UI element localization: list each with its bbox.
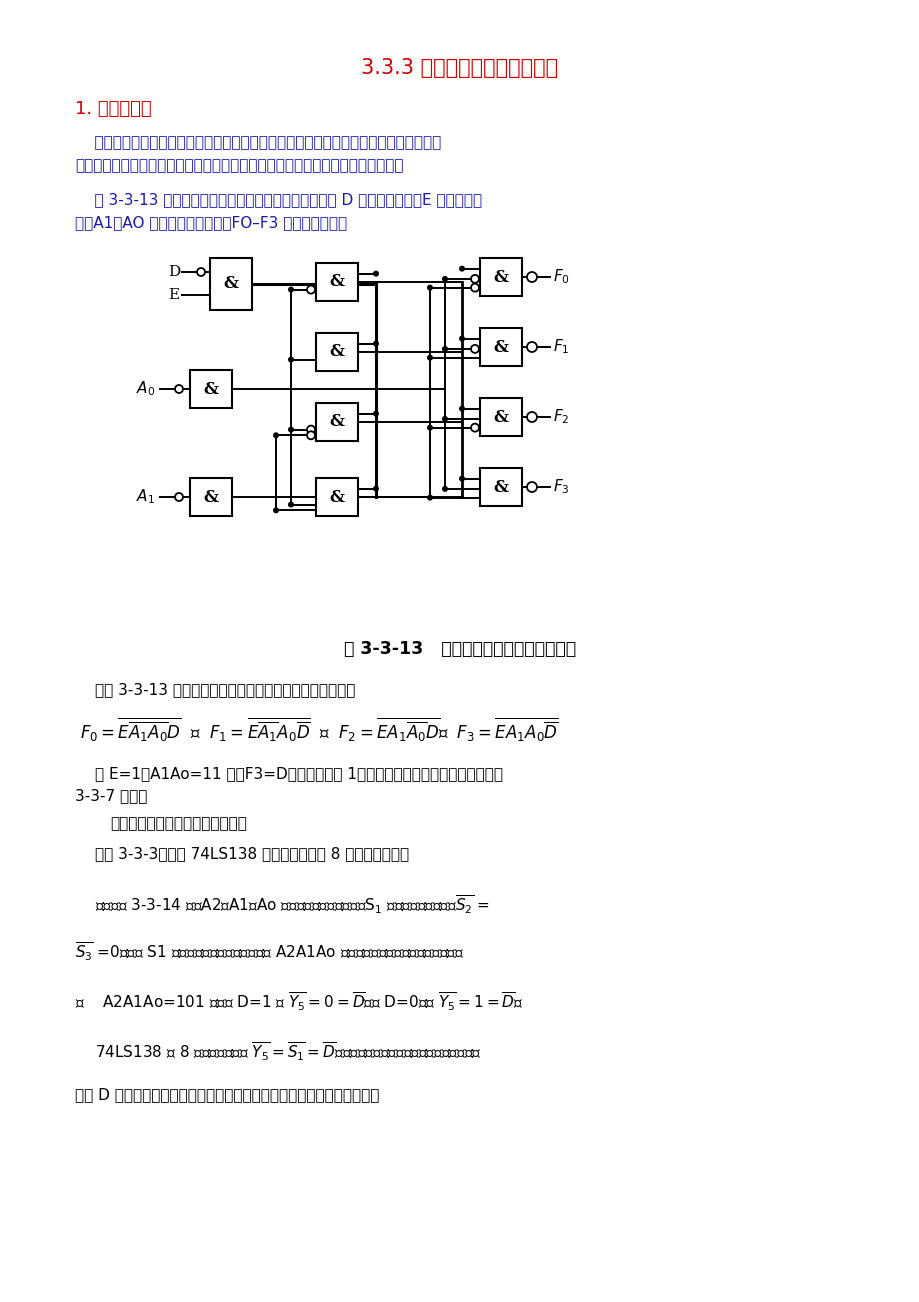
Text: $\overline{S_3}$ =0，则由 S1 端来的数据就传送到由地址码 A2A1Ao 所确定的一个输出通道上去。例如，: $\overline{S_3}$ =0，则由 S1 端来的数据就传送到由地址码 … bbox=[75, 940, 464, 962]
Text: 1. 数据分配器: 1. 数据分配器 bbox=[75, 100, 152, 118]
Text: $F_2$: $F_2$ bbox=[552, 408, 569, 426]
Circle shape bbox=[288, 286, 294, 293]
Text: 数据分配器也可用译码器来实现。: 数据分配器也可用译码器来实现。 bbox=[110, 816, 246, 831]
Circle shape bbox=[426, 285, 433, 290]
Circle shape bbox=[459, 406, 464, 411]
Circle shape bbox=[426, 354, 433, 361]
Text: 74LS138 的 8 个输出端上只有 $\overline{Y_5}=\overline{S_1}=\overline{D}$，其余输出端均为高电平。也就是说: 74LS138 的 8 个输出端上只有 $\overline{Y_5}=\ove… bbox=[95, 1040, 481, 1062]
Circle shape bbox=[527, 482, 537, 492]
Circle shape bbox=[288, 427, 294, 432]
Text: 解：在图 3-3-14 中，A2、A1、Ao 用作通道地址的输入端，S$_1$ 作为数据输入端。若$\overline{S_2}$ =: 解：在图 3-3-14 中，A2、A1、Ao 用作通道地址的输入端，S$_1$ … bbox=[95, 893, 490, 915]
Circle shape bbox=[372, 341, 379, 346]
Bar bbox=[190, 478, 232, 516]
Text: 图 3-3-13   四路数据分配器的逻辑电路图: 图 3-3-13 四路数据分配器的逻辑电路图 bbox=[344, 641, 575, 658]
Circle shape bbox=[527, 411, 537, 422]
Bar bbox=[315, 404, 357, 441]
Text: $A_0$: $A_0$ bbox=[136, 380, 155, 398]
Circle shape bbox=[307, 285, 314, 293]
Text: D: D bbox=[168, 266, 180, 279]
Circle shape bbox=[307, 431, 314, 439]
Bar bbox=[190, 370, 232, 408]
Text: 由图 3-3-13 写出数据分配器输出逻辑函数的逻辑表达式：: 由图 3-3-13 写出数据分配器输出逻辑函数的逻辑表达式： bbox=[95, 682, 355, 697]
Circle shape bbox=[288, 501, 294, 508]
Text: $F_0$: $F_0$ bbox=[552, 268, 569, 286]
Circle shape bbox=[273, 432, 278, 439]
Text: 在数据传输过程中，完成将一路输入数据分配到多路输出端的电路称为数据分配器。它
是一种单路输入，多路输出的逻辑器件，从哪一路输出由当时的地址控制端决定。: 在数据传输过程中，完成将一路输入数据分配到多路输出端的电路称为数据分配器。它 是… bbox=[75, 135, 441, 173]
Circle shape bbox=[273, 508, 278, 513]
Circle shape bbox=[372, 486, 379, 492]
Bar bbox=[315, 478, 357, 516]
Text: $F_3$: $F_3$ bbox=[552, 478, 569, 496]
Circle shape bbox=[471, 284, 479, 292]
Text: 当 E=1，A1Ao=11 时，F3=D，其他输出为 1。其余可以类推。得到逻辑功能如表: 当 E=1，A1Ao=11 时，F3=D，其他输出为 1。其余可以类推。得到逻辑… bbox=[95, 766, 503, 781]
Bar bbox=[315, 333, 357, 371]
Circle shape bbox=[441, 346, 448, 352]
Text: 当    A2A1Ao=101 时，若 D=1 则 $\overline{Y_5}=0=\overline{D}$；若 D=0，则 $\overline{Y_5: 当 A2A1Ao=101 时，若 D=1 则 $\overline{Y_5}=0… bbox=[75, 990, 523, 1013]
Text: &: & bbox=[329, 344, 344, 361]
Bar bbox=[210, 258, 252, 310]
Text: 数据 D 以反码的形式传送到万的输出端，而不会被传送到其他的输出端；: 数据 D 以反码的形式传送到万的输出端，而不会被传送到其他的输出端； bbox=[75, 1087, 379, 1101]
Circle shape bbox=[527, 272, 537, 283]
Bar bbox=[315, 263, 357, 301]
Circle shape bbox=[288, 357, 294, 362]
Circle shape bbox=[426, 424, 433, 431]
Circle shape bbox=[471, 345, 479, 353]
Text: ［例 3-3-3］试用 74LS138 实现反码输出的 8 路数据分配器。: ［例 3-3-3］试用 74LS138 实现反码输出的 8 路数据分配器。 bbox=[95, 846, 409, 861]
Circle shape bbox=[459, 475, 464, 482]
Bar bbox=[480, 328, 521, 366]
Circle shape bbox=[426, 495, 433, 501]
Text: &: & bbox=[203, 380, 219, 397]
Circle shape bbox=[441, 486, 448, 492]
Text: &: & bbox=[493, 409, 508, 426]
Text: $F_1$: $F_1$ bbox=[552, 337, 569, 357]
Text: &: & bbox=[223, 276, 238, 293]
Bar bbox=[480, 258, 521, 296]
Bar bbox=[480, 467, 521, 506]
Text: 图 3-3-13 所示为四路数据分配器的逻辑电路图。图中 D 为数据输入端，E 为输入选通
端，A1、AO 为地址控制输入端，FO–F3 为数据输出端。: 图 3-3-13 所示为四路数据分配器的逻辑电路图。图中 D 为数据输入端，E … bbox=[75, 191, 482, 229]
Circle shape bbox=[459, 336, 464, 341]
Text: E: E bbox=[168, 288, 179, 302]
Circle shape bbox=[197, 268, 205, 276]
Circle shape bbox=[372, 271, 379, 276]
Text: &: & bbox=[493, 479, 508, 496]
Circle shape bbox=[471, 423, 479, 432]
Circle shape bbox=[459, 266, 464, 272]
Circle shape bbox=[441, 415, 448, 422]
Circle shape bbox=[527, 342, 537, 352]
Circle shape bbox=[471, 275, 479, 283]
Text: &: & bbox=[329, 273, 344, 290]
Text: &: & bbox=[329, 488, 344, 505]
Text: 3.3.3 数据分配器和数据选择器: 3.3.3 数据分配器和数据选择器 bbox=[361, 59, 558, 78]
Bar bbox=[480, 398, 521, 436]
Circle shape bbox=[372, 410, 379, 417]
Circle shape bbox=[175, 385, 183, 393]
Text: 3-3-7 所示。: 3-3-7 所示。 bbox=[75, 788, 147, 803]
Circle shape bbox=[441, 276, 448, 283]
Text: &: & bbox=[329, 414, 344, 431]
Circle shape bbox=[175, 493, 183, 501]
Text: &: & bbox=[493, 268, 508, 285]
Circle shape bbox=[307, 426, 314, 434]
Text: &: & bbox=[203, 488, 219, 505]
Text: $A_1$: $A_1$ bbox=[136, 488, 154, 506]
Text: $F_0 = \overline{E\overline{A_1}\overline{A_0}D}$  ；  $F_1 = \overline{E\overlin: $F_0 = \overline{E\overline{A_1}\overlin… bbox=[80, 716, 558, 745]
Text: &: & bbox=[493, 339, 508, 355]
